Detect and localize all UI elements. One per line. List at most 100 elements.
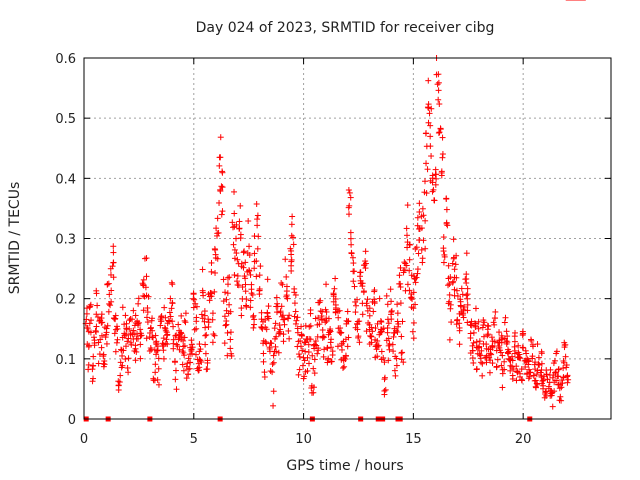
data-point [497,349,504,356]
data-point [238,260,245,267]
data-point [486,369,493,376]
data-point [464,319,471,326]
data-point [377,329,384,336]
data-point [509,353,516,360]
data-point [237,235,244,242]
data-point [217,134,224,141]
data-point [223,321,230,328]
data-point [221,313,228,320]
data-point [256,287,263,294]
data-point [396,272,403,279]
data-point [175,321,182,328]
data-point [425,77,432,84]
data-point [214,230,221,237]
data-point [406,256,413,263]
data-point [549,374,556,381]
data-point [208,293,215,300]
data-point [292,292,299,299]
data-point [274,300,281,307]
data-point [438,172,445,179]
data-point [368,324,375,331]
data-point [386,346,393,353]
data-point [173,386,180,393]
data-point [141,255,148,262]
data-point [359,311,366,318]
data-point [190,291,197,298]
data-point [183,375,190,382]
data-point [314,333,321,340]
data-point [351,283,358,290]
data-point [308,389,315,396]
data-point [238,305,245,312]
data-point [205,323,212,330]
data-point [288,267,295,274]
data-point [257,263,264,270]
data-point [185,355,192,362]
data-point [227,308,234,315]
data-point [403,262,410,269]
data-point [347,229,354,236]
data-point [86,304,93,311]
data-point [556,397,563,404]
y-tick-label: 0.2 [55,293,76,308]
data-point [204,357,211,364]
data-point [447,305,454,312]
data-point [374,337,381,344]
data-point [233,221,240,228]
data-point [192,351,199,358]
data-point [137,355,144,362]
data-point [305,349,312,356]
data-point [511,333,518,340]
data-point [311,370,318,377]
data-point [545,383,552,390]
data-point [254,212,261,219]
data-point [180,337,187,344]
data-point [448,319,455,326]
data-point [291,300,298,307]
data-point [439,134,446,141]
data-point [202,324,209,331]
data-point [344,308,351,315]
data-point [381,376,388,383]
data-point [356,318,363,325]
data-point [453,274,460,281]
data-point [477,352,484,359]
data-point [105,308,112,315]
data-point [337,330,344,337]
data-point [334,308,341,315]
data-point [375,342,382,349]
data-point [337,325,344,332]
data-point [299,362,306,369]
data-point [378,348,385,355]
data-point [414,266,421,273]
data-point [188,347,195,354]
data-point [427,122,434,129]
data-point [362,258,369,265]
data-point [189,344,196,351]
data-point [251,321,258,328]
data-point [434,81,441,88]
data-point [476,338,483,345]
data-point [324,359,331,366]
data-point [377,317,384,324]
data-point [157,322,164,329]
data-point [112,315,119,322]
data-point [295,371,302,378]
data-point [522,363,529,370]
data-point [533,371,540,378]
data-point [397,284,404,291]
data-point [443,206,450,213]
data-point [229,219,236,226]
y-tick-label: 0.3 [55,233,76,248]
data-point [275,330,282,337]
data-point [128,341,135,348]
data-point [529,355,536,362]
data-point [321,334,328,341]
data-point [491,315,498,322]
data-point [185,371,192,378]
data-point [470,359,477,366]
y-tick-label: 0.1 [55,353,76,368]
data-point [498,332,505,339]
data-point [508,363,515,370]
data-point [226,274,233,281]
